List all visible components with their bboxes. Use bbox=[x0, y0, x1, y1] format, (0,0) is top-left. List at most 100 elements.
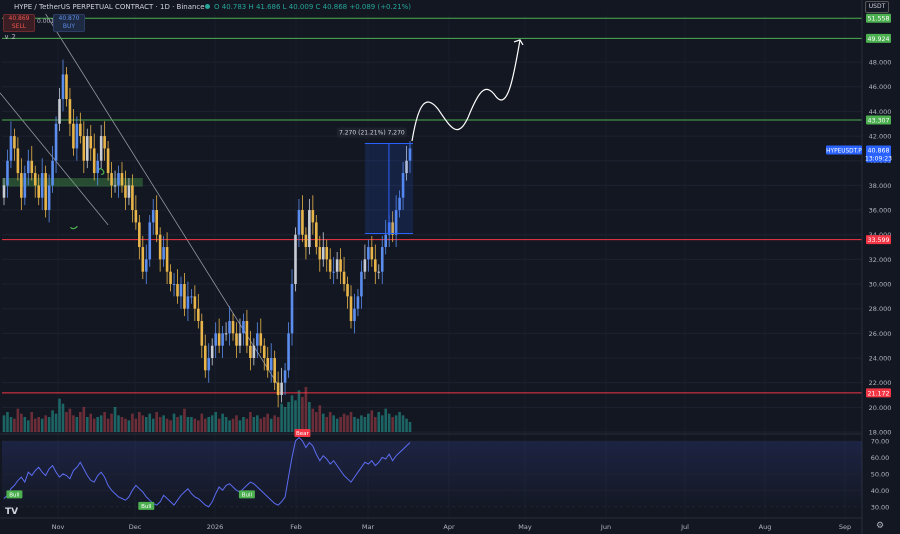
candle-body[interactable] bbox=[176, 284, 179, 297]
candle-body[interactable] bbox=[276, 382, 280, 396]
candle-body[interactable] bbox=[391, 222, 394, 235]
candle-body[interactable] bbox=[217, 333, 221, 346]
rsi-line[interactable] bbox=[3, 436, 411, 508]
candle-body[interactable] bbox=[158, 234, 162, 260]
candle-body[interactable] bbox=[294, 234, 297, 285]
candle-body[interactable] bbox=[200, 321, 204, 346]
candle-body[interactable] bbox=[40, 173, 44, 198]
candle-body[interactable] bbox=[245, 321, 249, 346]
candle-body[interactable] bbox=[360, 271, 363, 297]
candle-body[interactable] bbox=[183, 284, 186, 309]
candle-body[interactable] bbox=[315, 222, 318, 248]
candle-body[interactable] bbox=[54, 123, 58, 161]
candle-body[interactable] bbox=[47, 185, 51, 211]
candle-body[interactable] bbox=[85, 136, 89, 161]
candle-body[interactable] bbox=[394, 210, 398, 235]
horizontal-levels[interactable] bbox=[2, 17, 862, 394]
candle-body[interactable] bbox=[266, 358, 270, 371]
candle-body[interactable] bbox=[405, 160, 408, 174]
candle-body[interactable] bbox=[120, 173, 124, 186]
candle-body[interactable] bbox=[321, 247, 325, 260]
candle-body[interactable] bbox=[256, 333, 259, 346]
candle-body[interactable] bbox=[335, 259, 339, 272]
candle-body[interactable] bbox=[349, 296, 353, 322]
candle-body[interactable] bbox=[318, 247, 322, 260]
indicators-toggle[interactable]: ∨ 2 bbox=[4, 33, 16, 41]
candle-body[interactable] bbox=[339, 259, 342, 272]
candle-body[interactable] bbox=[377, 271, 381, 273]
candle-body[interactable] bbox=[23, 173, 27, 198]
candle-body[interactable] bbox=[367, 247, 370, 260]
candle-body[interactable] bbox=[363, 259, 367, 272]
candle-body[interactable] bbox=[30, 160, 34, 174]
candle-body[interactable] bbox=[304, 234, 308, 248]
candle-body[interactable] bbox=[79, 123, 82, 137]
candle-body[interactable] bbox=[16, 148, 20, 174]
candle-body[interactable] bbox=[384, 234, 388, 248]
candle-body[interactable] bbox=[328, 259, 332, 272]
candle-body[interactable] bbox=[127, 185, 131, 198]
candle-body[interactable] bbox=[96, 160, 99, 174]
candle-body[interactable] bbox=[308, 210, 311, 248]
candle-body[interactable] bbox=[33, 173, 37, 186]
candle-body[interactable] bbox=[259, 333, 263, 346]
candle-body[interactable] bbox=[283, 370, 287, 383]
candle-body[interactable] bbox=[99, 136, 103, 161]
candle-body[interactable] bbox=[221, 333, 224, 346]
candle-body[interactable] bbox=[325, 247, 329, 260]
candle-body[interactable] bbox=[9, 136, 13, 161]
candle-body[interactable] bbox=[373, 259, 377, 272]
candle-body[interactable] bbox=[61, 74, 65, 100]
candle-body[interactable] bbox=[290, 284, 294, 334]
candle-body[interactable] bbox=[169, 271, 172, 285]
settings-gear-icon[interactable]: ⚙ bbox=[876, 521, 885, 531]
candle-body[interactable] bbox=[301, 210, 304, 235]
candle-body[interactable] bbox=[138, 222, 141, 248]
candle-body[interactable] bbox=[186, 296, 190, 309]
candle-body[interactable] bbox=[106, 148, 110, 174]
candle-body[interactable] bbox=[162, 247, 165, 260]
candle-body[interactable] bbox=[179, 284, 183, 297]
rsi-pane[interactable]: 70.00 60.00 50.00 40.00 30.00 Bull Bull Bull Bea… bbox=[0, 428, 889, 511]
candle-body[interactable] bbox=[20, 173, 23, 198]
candle-body[interactable] bbox=[124, 185, 127, 198]
candle-body[interactable] bbox=[273, 358, 276, 383]
candle-body[interactable] bbox=[92, 148, 96, 174]
candle-body[interactable] bbox=[311, 210, 315, 223]
candle-body[interactable] bbox=[207, 358, 211, 371]
sell-button[interactable]: 40.869 SELL bbox=[3, 14, 35, 32]
candle-body[interactable] bbox=[144, 259, 148, 272]
candle-body[interactable] bbox=[401, 173, 405, 198]
candle-body[interactable] bbox=[224, 333, 228, 335]
candle-body[interactable] bbox=[197, 308, 200, 322]
candle-body[interactable] bbox=[342, 271, 346, 285]
candle-body[interactable] bbox=[103, 136, 106, 149]
candle-body[interactable] bbox=[155, 210, 158, 235]
candle-body[interactable] bbox=[110, 173, 113, 186]
candle-body[interactable] bbox=[134, 210, 138, 223]
candle-body[interactable] bbox=[356, 296, 360, 309]
candle-body[interactable] bbox=[75, 123, 79, 149]
candle-body[interactable] bbox=[235, 333, 238, 346]
candle-body[interactable] bbox=[408, 148, 412, 161]
candle-body[interactable] bbox=[398, 197, 401, 211]
candle-body[interactable] bbox=[131, 185, 134, 211]
candle-body[interactable] bbox=[172, 284, 176, 286]
candle-body[interactable] bbox=[380, 247, 384, 272]
candle-body[interactable] bbox=[26, 160, 30, 174]
candle-body[interactable] bbox=[297, 210, 301, 235]
candle-body[interactable] bbox=[72, 123, 75, 149]
candle-body[interactable] bbox=[287, 333, 290, 371]
candle-body[interactable] bbox=[37, 185, 41, 198]
candle-body[interactable] bbox=[193, 296, 197, 309]
candle-body[interactable] bbox=[280, 382, 283, 396]
candle-body[interactable] bbox=[6, 160, 9, 186]
symbol-title[interactable]: HYPE / TetherUS PERPETUAL CONTRACT · 1D … bbox=[14, 3, 205, 11]
candle-body[interactable] bbox=[238, 333, 242, 346]
currency-selector[interactable]: USDT bbox=[865, 1, 889, 13]
candle-body[interactable] bbox=[346, 284, 349, 297]
candle-body[interactable] bbox=[210, 345, 214, 359]
candle-body[interactable] bbox=[89, 136, 93, 149]
candle-body[interactable] bbox=[165, 247, 169, 272]
current-price-badge[interactable] bbox=[866, 145, 891, 163]
